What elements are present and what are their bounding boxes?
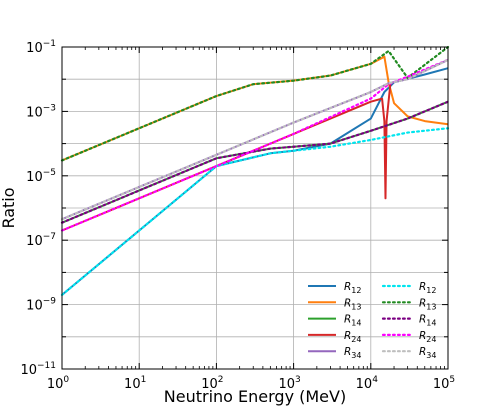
legend-entry-label: R14 (344, 314, 361, 328)
legend-entry-label: R34 (419, 346, 436, 360)
y-tick-label: 10−7 (26, 232, 56, 249)
x-tick-label: 102 (201, 375, 223, 392)
series-line-r34-dotted (60, 58, 450, 221)
axis-ticks: 100 101 102 103 104 105 10−11 10−9 10−7 10−5 10−3 1… (20, 39, 455, 392)
x-axis-label: Neutrino Energy (MeV) (164, 387, 346, 406)
x-tick-label: 105 (433, 375, 455, 392)
legend-entry-label: R12 (344, 281, 361, 295)
x-tick-label: 101 (124, 375, 146, 392)
series-line-r13-dotted (60, 45, 450, 162)
y-tick-label: 10−11 (20, 361, 56, 378)
y-axis-label: Ratio (0, 187, 18, 228)
x-tick-label: 100 (47, 375, 70, 392)
legend-entry-label: R13 (344, 297, 361, 311)
legend-entry-label: R12 (419, 281, 436, 295)
series-line-r24-dotted (60, 58, 450, 232)
x-tick-label: 104 (356, 375, 379, 392)
legend-entry-label: R24 (344, 330, 361, 344)
legend-entry-label: R34 (344, 346, 361, 360)
series-group (60, 45, 450, 297)
series-line-r12-dotted (60, 127, 450, 297)
legend: R12 R13 R14 R24 R34 R12 R13 R14 R24 R34 (308, 281, 436, 360)
x-tick-label: 103 (278, 375, 300, 392)
y-tick-label: 10−5 (26, 168, 56, 185)
legend-entry-label: R24 (419, 330, 436, 344)
legend-entry-label: R13 (419, 297, 436, 311)
y-tick-label: 10−1 (26, 39, 56, 56)
legend-entry-label: R14 (419, 314, 436, 328)
series-line-r14-dotted (60, 100, 450, 224)
y-tick-label: 10−9 (26, 297, 56, 314)
y-tick-label: 10−3 (26, 103, 56, 120)
